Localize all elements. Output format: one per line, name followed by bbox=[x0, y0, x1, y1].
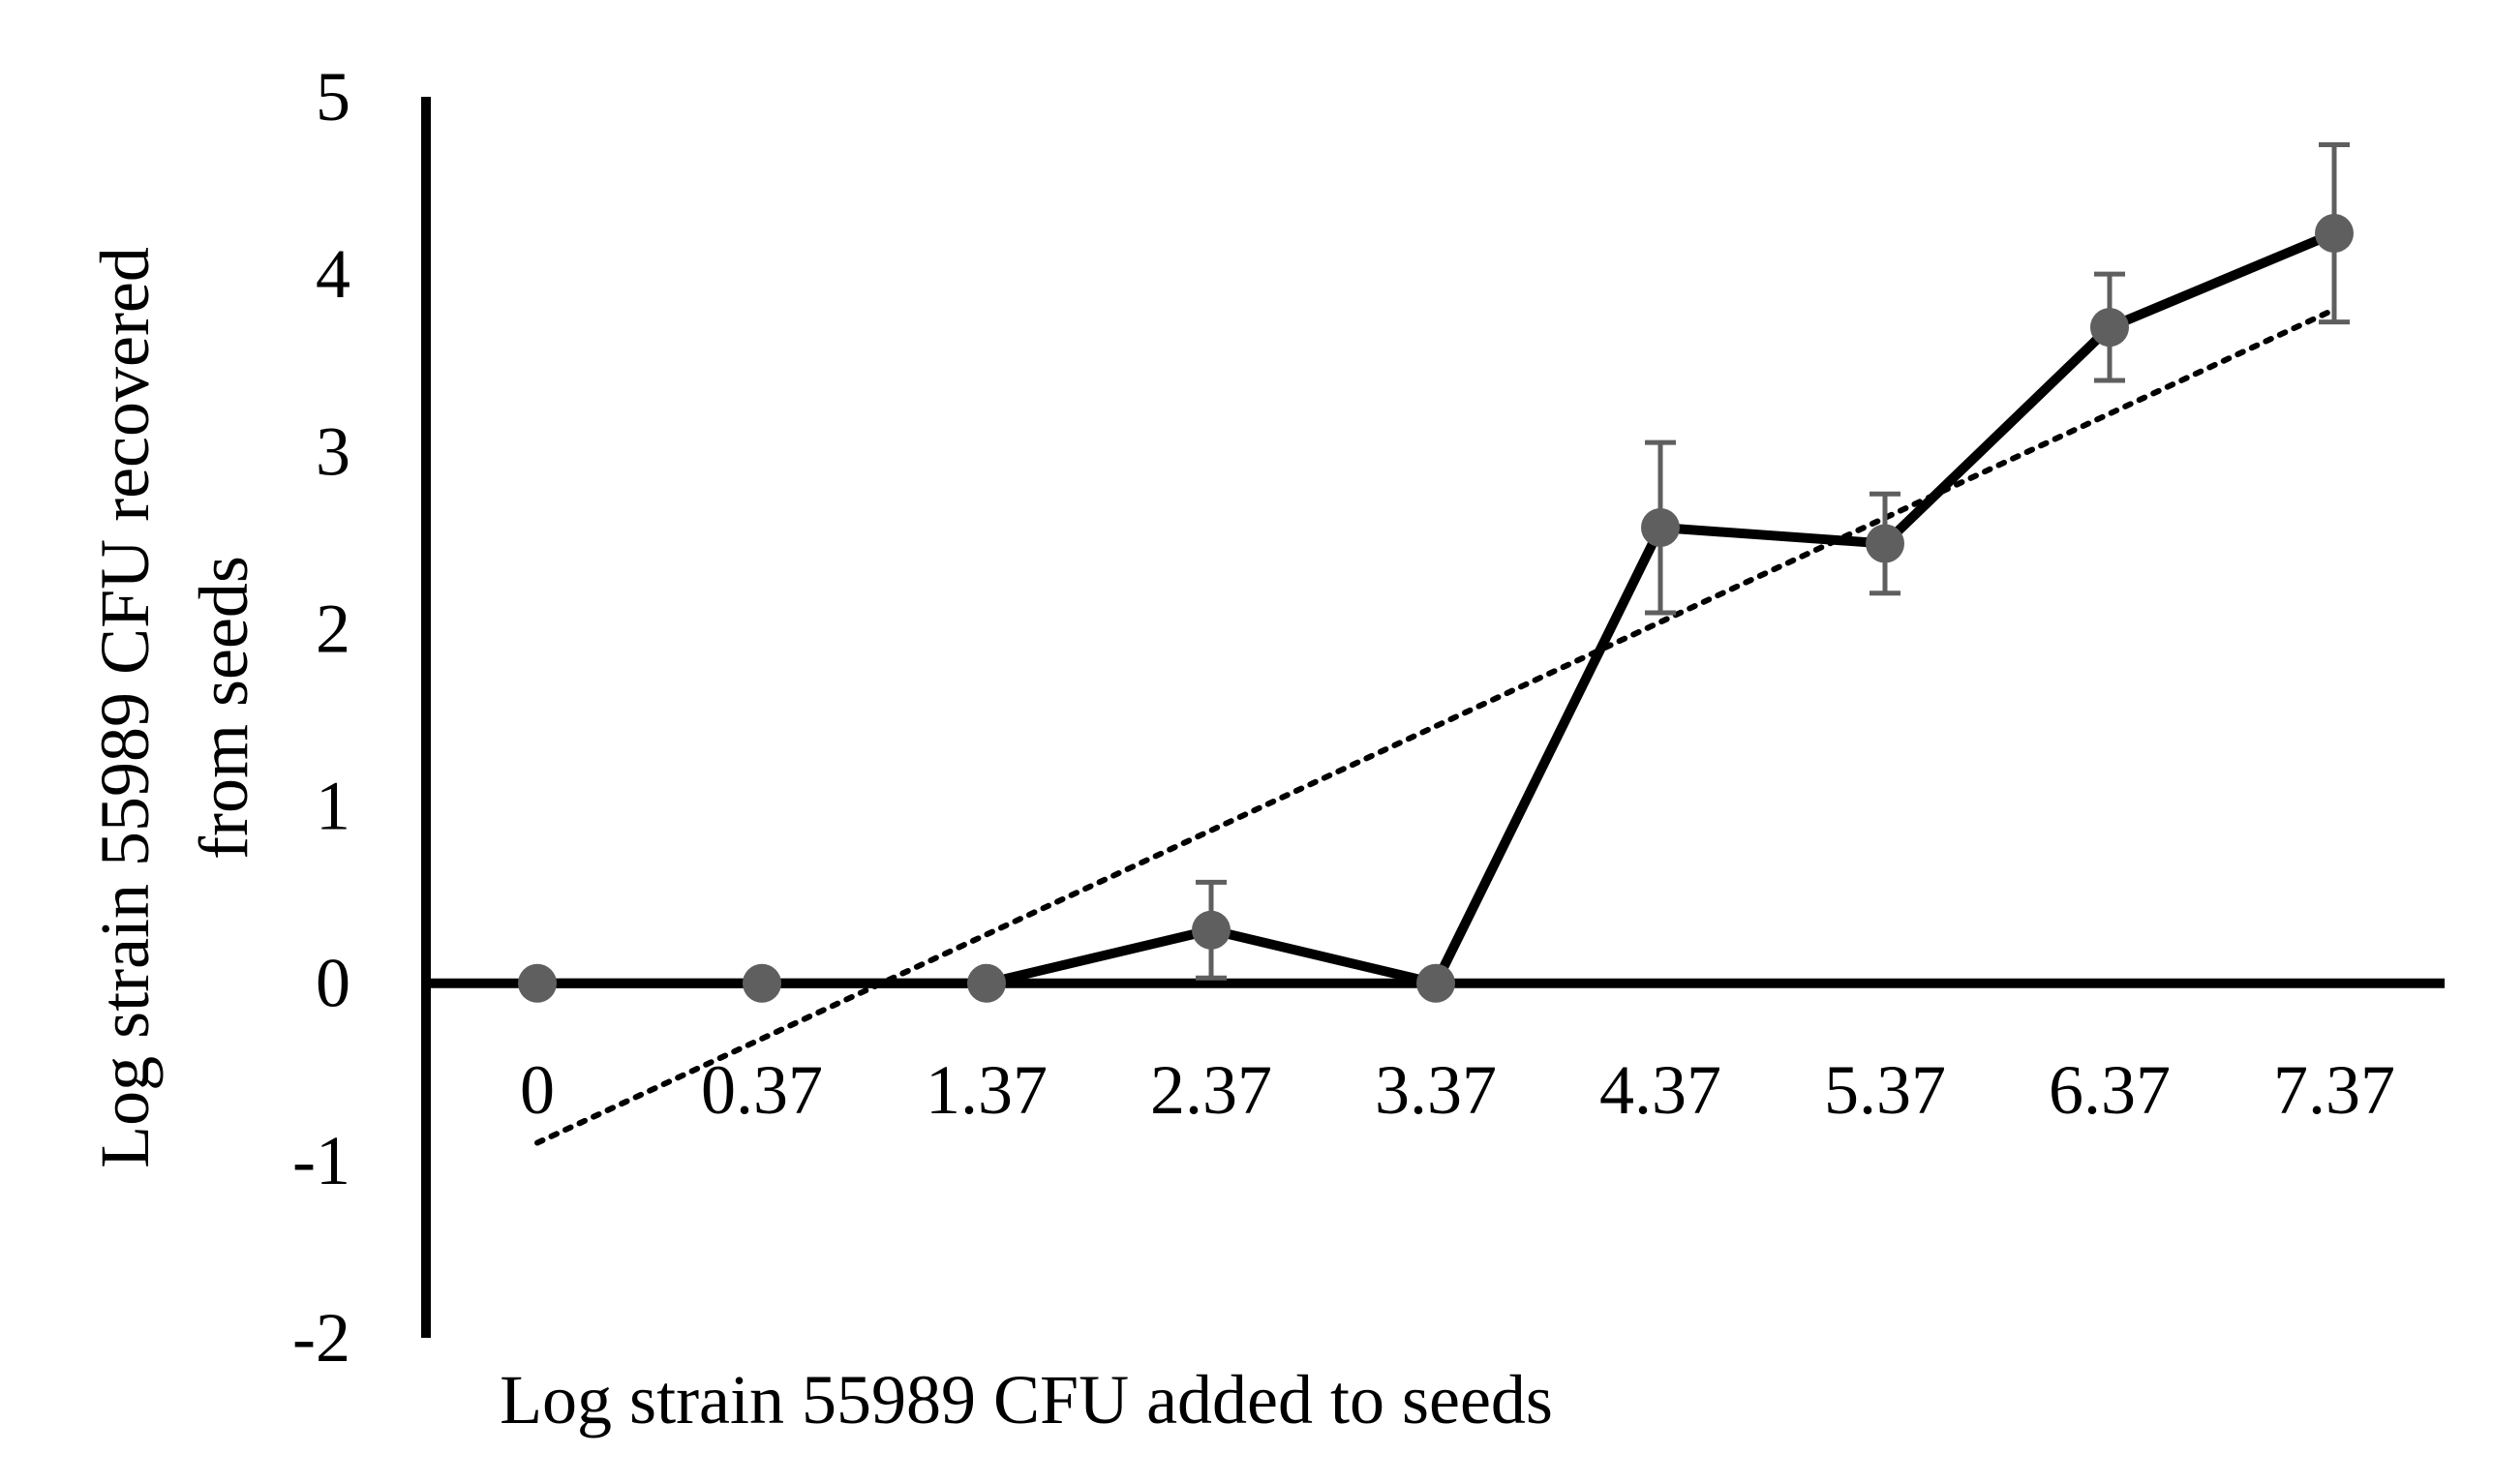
x-tick-label: 6.37 bbox=[2049, 1051, 2171, 1129]
data-point bbox=[1192, 910, 1231, 950]
x-tick-label: 0.37 bbox=[701, 1051, 823, 1129]
data-point bbox=[2090, 308, 2129, 348]
data-point bbox=[2315, 214, 2354, 254]
x-tick-label: 2.37 bbox=[1150, 1051, 1272, 1129]
data-point bbox=[743, 963, 781, 1003]
data-point bbox=[1416, 963, 1455, 1003]
data-points bbox=[518, 214, 2354, 1003]
x-tick-label: 1.37 bbox=[926, 1051, 1048, 1129]
x-axis-title: Log strain 55989 CFU added to seeds bbox=[500, 1361, 1553, 1439]
y-tick-label: 0 bbox=[316, 945, 350, 1022]
data-point bbox=[967, 963, 1006, 1003]
x-tick-label: 4.37 bbox=[1599, 1051, 1721, 1129]
y-axis-title-line-2: from seeds bbox=[185, 556, 262, 860]
x-tick-label: 0 bbox=[520, 1051, 555, 1129]
y-tick-label: 3 bbox=[316, 412, 350, 490]
data-point bbox=[1866, 524, 1904, 563]
data-point bbox=[518, 963, 557, 1003]
y-tick-label: -1 bbox=[292, 1122, 350, 1199]
y-tick-label: 1 bbox=[316, 768, 350, 845]
x-tick-label: 5.37 bbox=[1824, 1051, 1946, 1129]
error-bars bbox=[1196, 141, 2350, 981]
x-tick-label: 3.37 bbox=[1375, 1051, 1497, 1129]
series-line bbox=[537, 228, 2336, 988]
y-tick-label: 4 bbox=[316, 235, 350, 313]
y-tick-label: -2 bbox=[292, 1299, 350, 1377]
y-tick-labels: 5 4 3 2 1 0 -1 -2 bbox=[292, 58, 350, 1377]
y-axis-title-line-1: Log strain 55989 CFU recovered bbox=[86, 247, 164, 1168]
x-tick-label: 7.37 bbox=[2273, 1051, 2395, 1129]
x-tick-labels: 0 0.37 1.37 2.37 3.37 4.37 5.37 6.37 7.37 bbox=[520, 1051, 2395, 1129]
data-point bbox=[1641, 508, 1680, 548]
y-tick-label: 2 bbox=[316, 590, 350, 667]
trendline bbox=[534, 306, 2337, 1146]
y-tick-label: 5 bbox=[316, 58, 350, 136]
